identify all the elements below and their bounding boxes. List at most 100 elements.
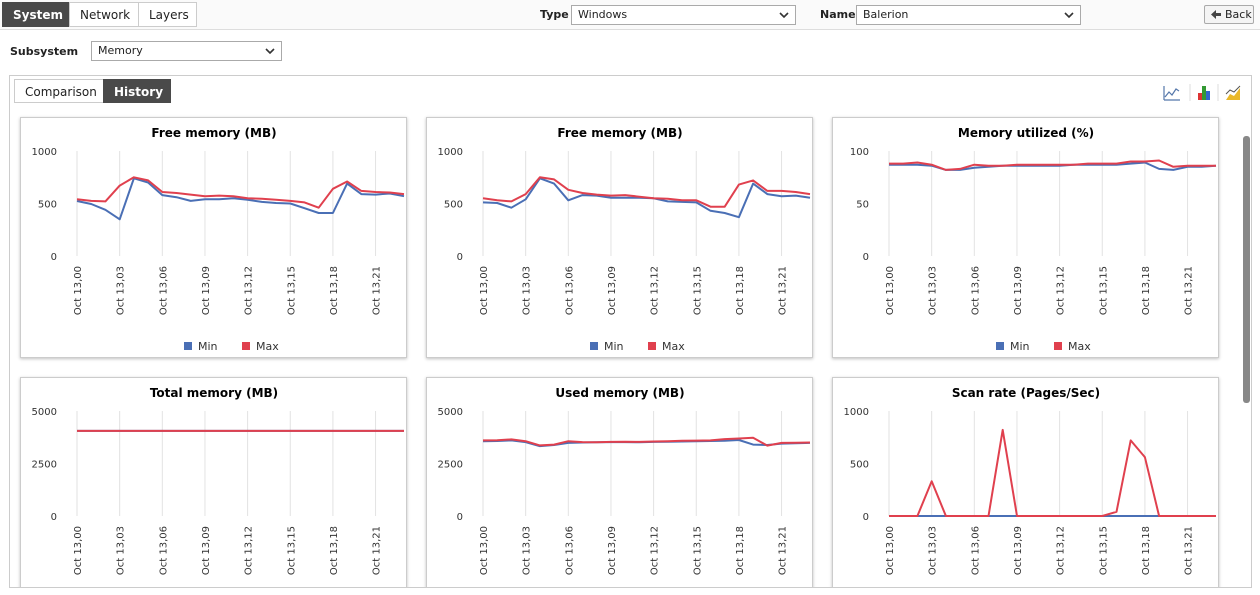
chart-title: Free memory (MB)	[151, 126, 276, 140]
chevron	[265, 48, 275, 55]
x-tick-label: Oct 13,15	[286, 526, 297, 575]
legend-swatch	[242, 342, 250, 350]
y-tick-label: 2500	[438, 460, 463, 471]
x-tick-label: Oct 13,00	[885, 266, 896, 315]
chart: Scan rate (Pages/Sec) 0 500 1000 Oct 13,00 Oc…	[844, 386, 1216, 575]
legend-label: Max	[256, 340, 279, 353]
panel: Comparison History Free memory (MB) 0 500 1…	[9, 75, 1252, 588]
x-tick-label: Oct 13,12	[1056, 266, 1067, 315]
chart-card: Used memory (MB) 0 2500 5000 Oct 13,00 Oct 13…	[426, 377, 813, 587]
back-icon	[1211, 10, 1221, 19]
y-tick-label: 1000	[844, 407, 869, 418]
chart-title: Total memory (MB)	[150, 386, 278, 400]
x-tick-label: Oct 13,03	[522, 266, 533, 315]
x-tick-label: Oct 13,18	[735, 266, 746, 315]
view-tab[interactable]: History	[103, 79, 171, 103]
chart-card: Total memory (MB) 0 2500 5000 Oct 13,00 Oct 1…	[20, 377, 407, 587]
x-tick-label: Oct 13,15	[692, 266, 703, 315]
back-button[interactable]: Back	[1204, 5, 1254, 24]
x-tick-label: Oct 13,06	[564, 526, 575, 575]
y-tick-label: 50	[856, 200, 869, 211]
x-tick-label: Oct 13,15	[1098, 266, 1109, 315]
tab[interactable]: System	[2, 2, 70, 27]
type-select[interactable]: Windows	[571, 5, 796, 25]
x-tick-label: Oct 13,09	[201, 266, 212, 315]
legend-swatch	[648, 342, 656, 350]
chart-card: Memory utilized (%) 0 50 100 Oct 13,00 Oct 13…	[832, 117, 1219, 358]
x-tick-label: Oct 13,09	[1013, 526, 1024, 575]
x-tick-label: Oct 13,12	[1056, 526, 1067, 575]
y-tick-label: 0	[457, 512, 463, 523]
y-tick-label: 5000	[438, 407, 463, 418]
y-tick-label: 1000	[32, 147, 57, 158]
type-value: Windows	[578, 8, 628, 21]
x-tick-label: Oct 13,21	[1184, 526, 1195, 575]
view-tab[interactable]: Comparison	[14, 79, 104, 103]
legend-label: Max	[1068, 340, 1091, 353]
x-tick-label: Oct 13,06	[564, 266, 575, 315]
y-tick-label: 500	[38, 200, 57, 211]
x-tick-label: Oct 13,06	[158, 526, 169, 575]
chart: Used memory (MB) 0 2500 5000 Oct 13,00 Oct 13…	[438, 386, 811, 575]
x-tick-label: Oct 13,03	[928, 266, 939, 315]
x-tick-label: Oct 13,09	[607, 266, 618, 315]
name-value: Balerion	[863, 8, 909, 21]
chart-title: Free memory (MB)	[557, 126, 682, 140]
chart: Free memory (MB) 0 500 1000 Oct 13,00 Oct 13,…	[32, 126, 405, 353]
series-line	[76, 177, 405, 221]
x-tick-label: Oct 13,18	[1141, 266, 1152, 315]
legend-swatch	[590, 342, 598, 350]
subsystem-value: Memory	[98, 44, 143, 57]
x-tick-label: Oct 13,21	[778, 526, 789, 575]
x-tick-label: Oct 13,15	[692, 526, 703, 575]
x-tick-label: Oct 13,21	[372, 526, 383, 575]
tab[interactable]: Network	[69, 2, 139, 27]
chart-type-icons[interactable]	[1160, 82, 1245, 102]
x-tick-label: Oct 13,09	[607, 526, 618, 575]
y-tick-label: 500	[444, 200, 463, 211]
x-tick-label: Oct 13,12	[650, 526, 661, 575]
x-tick-label: Oct 13,06	[158, 266, 169, 315]
x-tick-label: Oct 13,18	[329, 266, 340, 315]
series-line	[482, 176, 811, 208]
x-tick-label: Oct 13,00	[479, 526, 490, 575]
legend-label: Max	[662, 340, 685, 353]
x-tick-label: Oct 13,00	[73, 526, 84, 575]
x-tick-label: Oct 13,03	[522, 526, 533, 575]
series-line	[889, 428, 1216, 517]
chart-title: Used memory (MB)	[555, 386, 684, 400]
legend-swatch	[184, 342, 192, 350]
x-tick-label: Oct 13,03	[116, 526, 127, 575]
name-select[interactable]: Balerion	[856, 5, 1081, 25]
chart-card: Free memory (MB) 0 500 1000 Oct 13,00 Oct 13,…	[426, 117, 813, 358]
x-tick-label: Oct 13,18	[735, 526, 746, 575]
x-tick-label: Oct 13,15	[286, 266, 297, 315]
legend-label: Min	[604, 340, 624, 353]
y-tick-label: 100	[850, 147, 869, 158]
x-tick-label: Oct 13,06	[970, 526, 981, 575]
x-tick-label: Oct 13,18	[329, 526, 340, 575]
y-tick-label: 0	[863, 252, 869, 263]
x-tick-label: Oct 13,21	[1184, 266, 1195, 315]
chart: Memory utilized (%) 0 50 100 Oct 13,00 Oct 13…	[850, 126, 1217, 353]
tab[interactable]: Layers	[138, 2, 197, 27]
legend-swatch	[1054, 342, 1062, 350]
y-tick-label: 0	[51, 512, 57, 523]
y-tick-label: 2500	[32, 460, 57, 471]
subsystem-select[interactable]: Memory	[91, 41, 282, 61]
x-tick-label: Oct 13,18	[1141, 526, 1152, 575]
scrollbar[interactable]	[1243, 136, 1250, 403]
type-label: Type	[540, 8, 569, 21]
x-tick-label: Oct 13,06	[970, 266, 981, 315]
chart: Free memory (MB) 0 500 1000 Oct 13,00 Oct 13,…	[438, 126, 811, 353]
chart: Total memory (MB) 0 2500 5000 Oct 13,00 Oct 1…	[32, 386, 404, 575]
y-tick-label: 5000	[32, 407, 57, 418]
series-line	[889, 159, 1216, 171]
back-text: Back	[1225, 8, 1252, 21]
x-tick-label: Oct 13,21	[372, 266, 383, 315]
x-tick-label: Oct 13,00	[479, 266, 490, 315]
y-tick-label: 1000	[438, 147, 463, 158]
y-tick-label: 0	[863, 512, 869, 523]
x-tick-label: Oct 13,12	[244, 266, 255, 315]
